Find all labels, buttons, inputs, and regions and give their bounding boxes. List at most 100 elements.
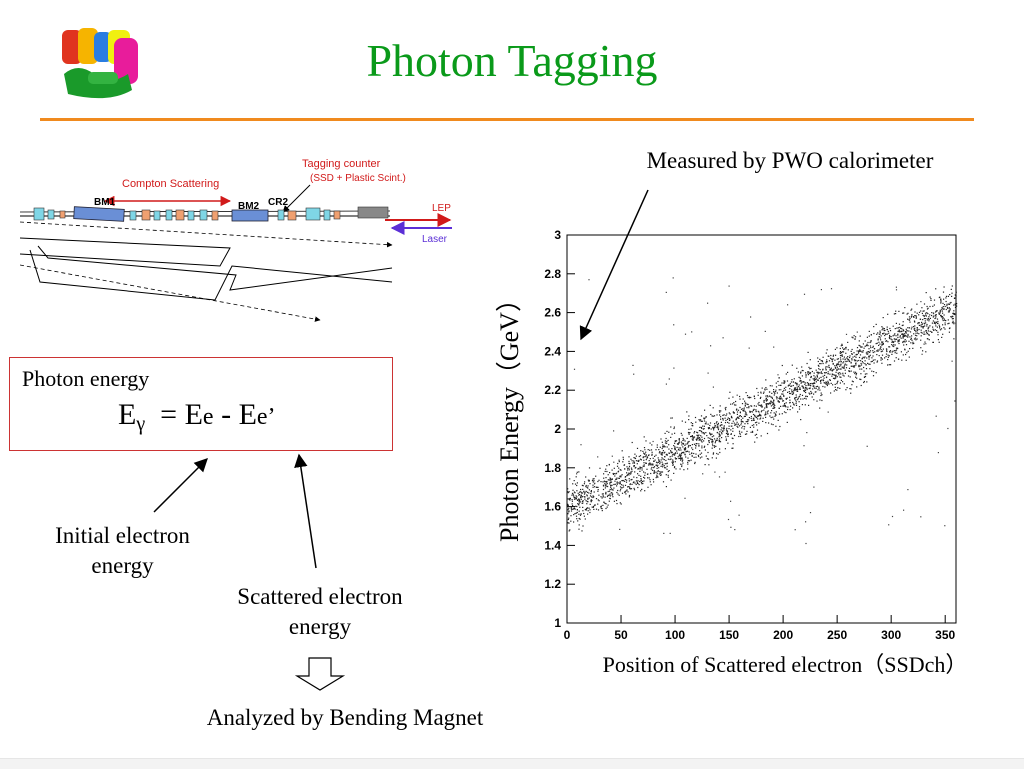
scatter-point — [717, 439, 719, 441]
scatter-point — [760, 392, 762, 394]
scatter-point — [657, 470, 659, 472]
scatter-point — [924, 333, 926, 335]
scatter-point — [832, 358, 834, 360]
scatter-point — [644, 453, 646, 455]
scatter-point — [738, 417, 740, 419]
scatter-point — [918, 314, 920, 316]
scatter-point — [832, 377, 835, 379]
scatter-point — [639, 458, 642, 460]
scatter-point — [890, 336, 892, 338]
scatter-point — [867, 362, 869, 364]
scatter-point — [662, 481, 665, 483]
scatter-point — [568, 491, 570, 493]
scatter-point — [750, 405, 752, 407]
scatter-point — [695, 421, 697, 423]
scatter-point — [723, 414, 725, 416]
scatter-point — [595, 498, 598, 500]
scatter-point — [603, 477, 605, 479]
scatter-point — [950, 288, 952, 290]
scatter-point — [872, 351, 874, 354]
scatter-point — [591, 480, 594, 482]
scatter-point — [575, 512, 577, 514]
scatter-point — [743, 409, 745, 411]
scatter-point — [697, 432, 699, 434]
scatter-point — [931, 331, 933, 333]
scatter-point — [926, 308, 929, 310]
scatter-point — [632, 482, 634, 484]
scatter-point — [640, 475, 642, 477]
scatter-point — [870, 347, 872, 349]
scatter-point — [866, 373, 868, 375]
scatter-point — [840, 368, 842, 370]
scatter-point — [868, 358, 870, 360]
scatter-point — [567, 509, 569, 511]
scatter-point — [606, 470, 608, 473]
scatter-point — [601, 497, 603, 499]
scatter-point — [816, 385, 818, 387]
scatter-point — [674, 449, 676, 451]
scatter-point — [878, 344, 880, 346]
scatter-point — [877, 338, 879, 340]
scatter-point — [885, 333, 887, 335]
scatter-point — [696, 437, 698, 439]
scatter-point — [929, 305, 931, 308]
scatter-point — [836, 369, 838, 371]
scatter-point — [704, 423, 706, 425]
scatter-point — [587, 510, 589, 512]
scatter-point — [649, 449, 651, 451]
scatter-point — [592, 478, 594, 480]
scatter-point — [616, 482, 618, 484]
scatter-point — [750, 417, 752, 419]
scatter-point — [805, 395, 807, 398]
scatter-point — [887, 359, 889, 361]
scatter-point — [616, 485, 618, 487]
scatter-point — [847, 349, 849, 351]
scatter-point — [792, 384, 794, 387]
y-tick-label: 2.2 — [544, 383, 561, 397]
scatter-point — [782, 393, 784, 395]
scatter-point — [947, 307, 949, 309]
scatter-point — [761, 406, 763, 408]
scatter-point — [681, 420, 683, 422]
scatter-point — [567, 518, 569, 521]
scatter-point — [700, 426, 702, 429]
scatter-point — [849, 370, 851, 373]
scatter-point — [768, 395, 770, 397]
scatter-point — [884, 338, 886, 340]
scatter-point — [809, 359, 811, 361]
scatter-point — [923, 333, 925, 335]
scatter-point — [631, 460, 633, 462]
scatter-point — [690, 428, 692, 430]
scatter-point — [649, 462, 651, 464]
scatter-point — [859, 349, 861, 351]
scatter-point — [843, 361, 845, 363]
scatter-point — [688, 415, 690, 417]
scatter-point — [685, 456, 687, 458]
scatter-point — [612, 496, 614, 498]
scatter-point — [727, 433, 729, 435]
scatter-point — [622, 458, 624, 460]
scatter-point — [939, 309, 941, 311]
scatter-point — [666, 454, 668, 456]
scatter-point — [899, 336, 901, 338]
scatter-point — [869, 350, 872, 352]
scatter-point — [935, 311, 937, 313]
x-tick-label: 200 — [773, 628, 793, 642]
scatter-point — [751, 424, 753, 427]
scatter-point — [660, 472, 662, 474]
scatter-point — [688, 432, 690, 434]
scatter-point — [621, 450, 623, 452]
scatter-point — [780, 384, 782, 386]
scatter-point — [835, 354, 837, 356]
scatter-point — [797, 388, 799, 391]
scatter-point — [813, 393, 815, 395]
scatter-point — [640, 481, 642, 484]
scatter-point — [923, 303, 926, 305]
scatter-point — [607, 479, 609, 481]
scatter-point — [851, 336, 853, 338]
scatter-point — [674, 453, 676, 455]
photon-energy-box: Photon energy Eγ = Ee - Ee’ — [9, 357, 393, 451]
scatter-point — [837, 363, 839, 365]
scatter-point — [861, 361, 863, 363]
scatter-point — [755, 405, 757, 407]
